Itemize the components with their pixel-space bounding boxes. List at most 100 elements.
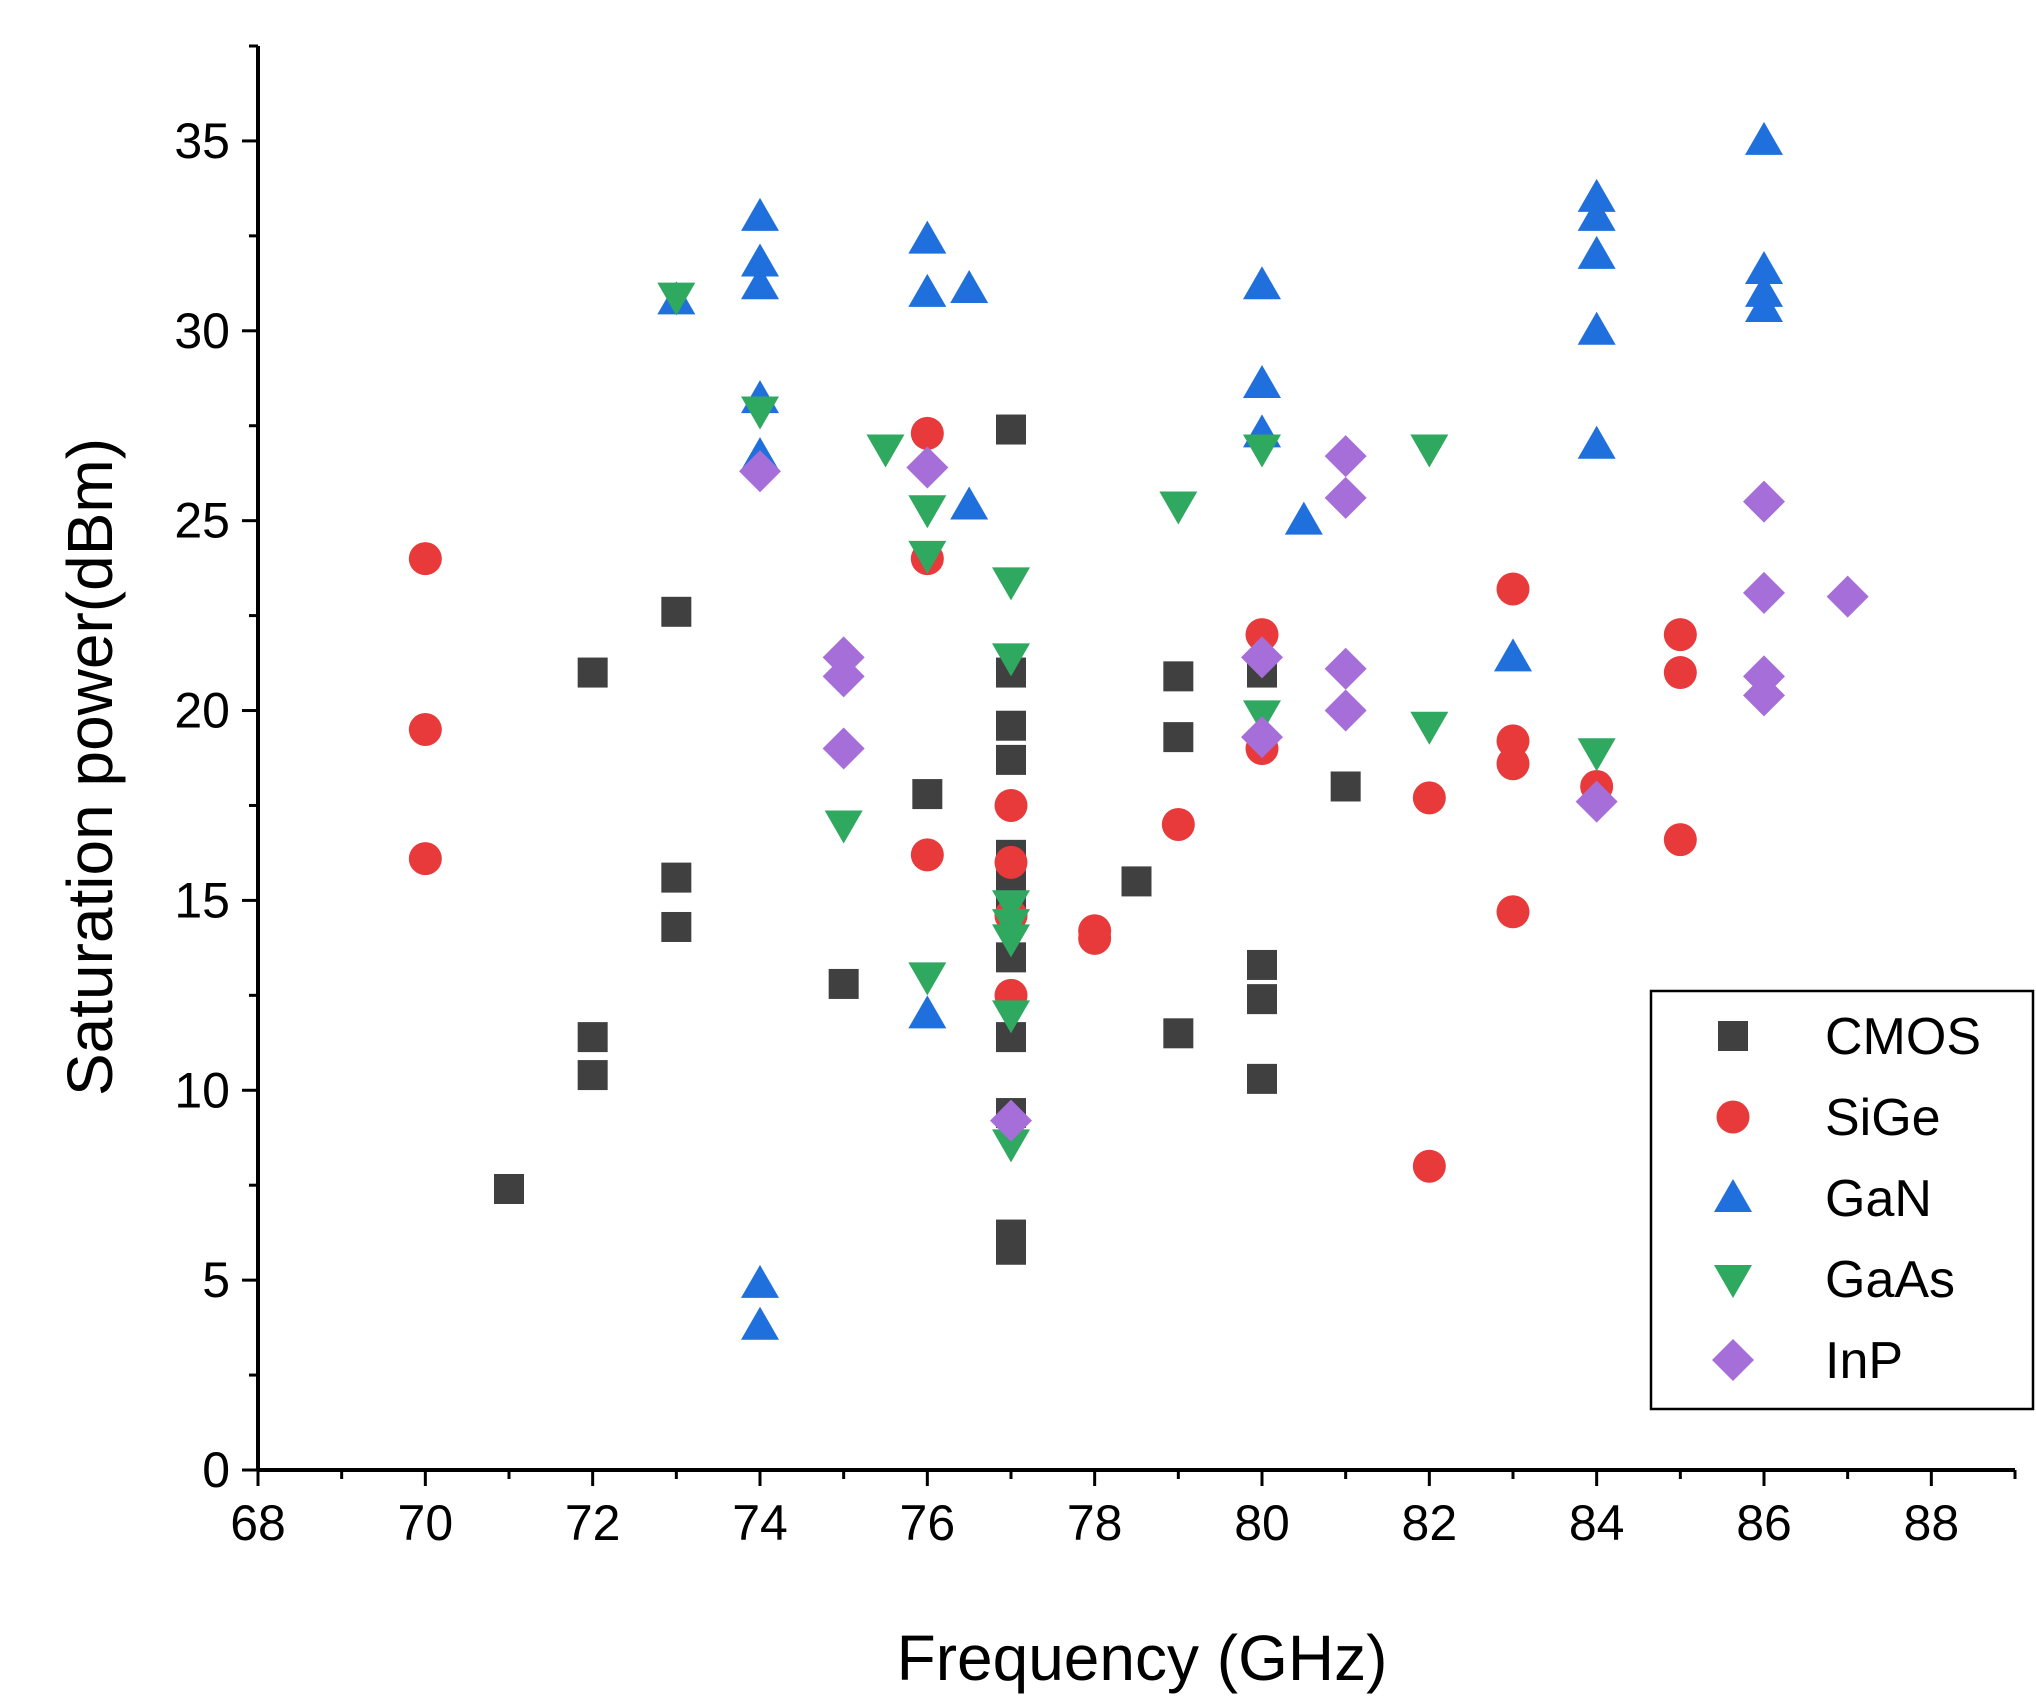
data-point-inp: [1324, 689, 1367, 732]
x-axis: 68 70 72 74 76 78 80 82 84 86 88: [230, 1468, 2017, 1551]
y-tick-label: 30: [174, 303, 230, 359]
x-tick-label: 82: [1402, 1495, 1458, 1551]
data-point-cmos: [996, 1234, 1026, 1265]
data-point-inp: [822, 655, 865, 698]
data-point-sige: [994, 845, 1028, 879]
x-tick-label: 72: [565, 1495, 621, 1551]
y-tick-label: 15: [174, 872, 230, 928]
data-point-inp: [1324, 435, 1367, 478]
legend-label-gan: GaN: [1825, 1170, 1932, 1228]
x-tick-label: 68: [230, 1495, 286, 1551]
y-axis: 0 5 10 15 20 25 30 35: [174, 44, 260, 1498]
data-point-sige: [1078, 921, 1112, 955]
data-point-cmos: [577, 1060, 608, 1091]
data-point-sige: [1412, 1149, 1446, 1183]
data-point-gan: [1577, 235, 1616, 269]
data-point-gan: [908, 995, 947, 1029]
y-tick-label: 35: [174, 113, 230, 169]
data-point-gan: [741, 197, 779, 231]
data-point-cmos: [828, 968, 859, 999]
y-axis-title: Saturation power(dBm): [54, 438, 126, 1096]
data-point-gaas: [1410, 434, 1449, 468]
series-gaas: [657, 282, 1616, 1163]
data-point-gan: [908, 220, 947, 254]
legend-marker-gaas: [1714, 1265, 1752, 1298]
data-point-gaas: [657, 282, 696, 316]
data-point-sige: [1161, 807, 1195, 841]
data-point-sige: [1496, 747, 1530, 781]
data-point-cmos: [1247, 949, 1277, 980]
x-tick-label: 74: [732, 1495, 788, 1551]
data-point-cmos: [1121, 866, 1152, 897]
data-point-gaas: [1410, 711, 1449, 745]
legend: CMOS SiGe GaN GaAs InP: [1649, 989, 2035, 1411]
legend-marker-gan: [1714, 1179, 1752, 1212]
data-point-inp: [1241, 716, 1283, 759]
data-point-sige: [910, 838, 944, 872]
data-point-cmos: [996, 710, 1026, 741]
data-point-gan: [1494, 638, 1532, 672]
data-point-gaas: [992, 890, 1030, 924]
x-tick-label: 88: [1904, 1495, 1960, 1551]
data-point-gan: [1243, 266, 1281, 300]
data-point-gan: [1745, 251, 1783, 285]
data-point-gan: [950, 270, 989, 304]
legend-box: [1649, 989, 2035, 1411]
data-point-inp: [1324, 476, 1367, 519]
data-point-cmos: [661, 911, 692, 942]
data-point-gan: [1745, 121, 1783, 155]
x-axis-title: Frequency (GHz): [897, 1622, 1388, 1694]
data-point-gan: [1577, 425, 1616, 459]
data-point-gan: [741, 1306, 779, 1340]
data-point-gan: [741, 1264, 779, 1298]
data-point-inp: [990, 1099, 1032, 1142]
data-point-inp: [1324, 647, 1367, 690]
data-point-gan: [1577, 311, 1616, 345]
legend-label-inp: InP: [1825, 1332, 1903, 1390]
data-point-sige: [1663, 618, 1697, 652]
x-tick-label: 78: [1067, 1495, 1123, 1551]
legend-marker-cmos: [1718, 1021, 1748, 1051]
data-point-gan: [950, 486, 989, 520]
series-inp: [739, 435, 1869, 1142]
data-point-gan: [1745, 289, 1783, 323]
x-tick-label: 80: [1234, 1495, 1290, 1551]
data-point-sige: [1496, 895, 1530, 929]
data-point-cmos: [1330, 771, 1361, 802]
data-point-gaas: [824, 810, 863, 844]
data-point-cmos: [577, 1022, 608, 1053]
data-point-cmos: [912, 779, 943, 810]
data-point-cmos: [1247, 1063, 1277, 1094]
data-point-cmos: [996, 414, 1026, 445]
data-point-gaas: [1243, 434, 1281, 468]
y-tick-label: 0: [202, 1442, 230, 1498]
data-point-cmos: [494, 1173, 524, 1204]
data-point-gaas: [992, 567, 1030, 601]
data-point-inp: [1575, 780, 1618, 823]
data-point-gaas: [992, 1000, 1030, 1034]
data-point-inp: [822, 727, 865, 770]
data-point-inp: [739, 450, 781, 493]
data-point-cmos: [661, 862, 692, 893]
data-point-gaas: [1577, 738, 1616, 772]
data-point-gaas: [908, 540, 947, 574]
legend-label-sige: SiGe: [1825, 1089, 1941, 1147]
data-point-cmos: [996, 744, 1026, 775]
data-point-gaas: [992, 924, 1030, 958]
data-point-cmos: [661, 596, 692, 627]
data-points: [408, 121, 1869, 1340]
x-tick-label: 86: [1736, 1495, 1792, 1551]
y-tick-label: 20: [174, 683, 230, 739]
data-point-gaas: [992, 1129, 1030, 1163]
legend-marker-inp: [1712, 1339, 1754, 1381]
data-point-inp: [1743, 571, 1785, 614]
data-point-inp: [906, 446, 949, 489]
data-point-gan: [1577, 178, 1616, 212]
data-point-gaas: [866, 434, 905, 468]
data-point-sige: [1663, 656, 1697, 690]
data-point-gaas: [741, 396, 779, 430]
data-point-sige: [408, 842, 442, 876]
data-point-cmos: [1163, 661, 1194, 692]
data-point-gaas: [908, 962, 947, 996]
